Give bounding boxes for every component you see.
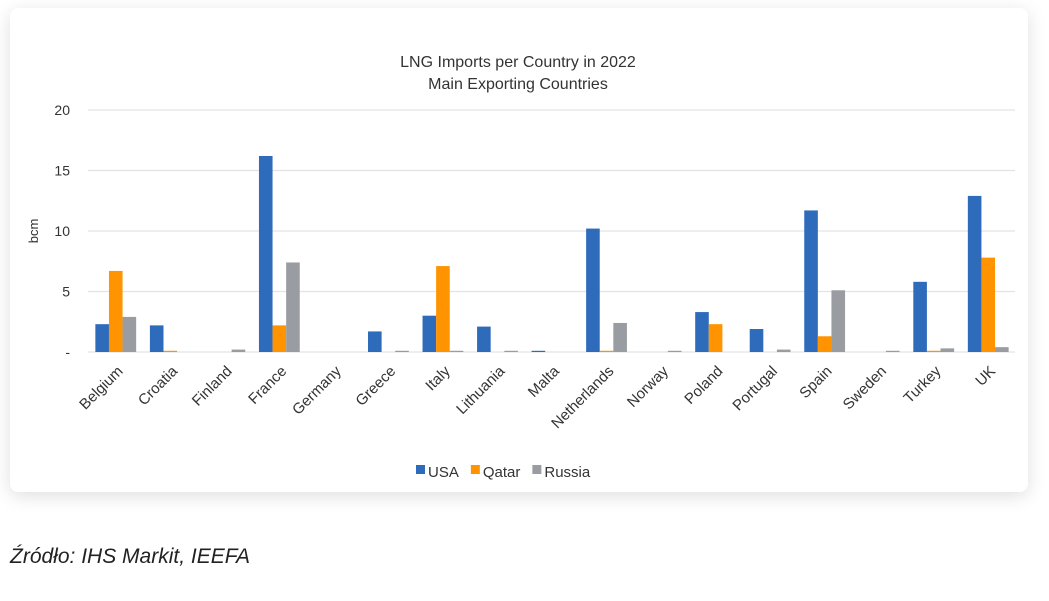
- bar-qatar-turkey: [926, 350, 941, 352]
- bar-qatar-france: [272, 325, 287, 352]
- chart-card: [10, 8, 1028, 492]
- legend-label-usa: USA: [428, 464, 459, 481]
- x-tick-label: Croatia: [135, 362, 182, 409]
- bar-usa-croatia: [149, 325, 164, 352]
- bar-usa-belgium: [95, 324, 109, 352]
- x-tick-label: Belgium: [76, 363, 126, 413]
- bar-usa-poland: [695, 312, 709, 352]
- source-caption: Źródło: IHS Markit, IEEFA: [10, 545, 250, 568]
- bar-russia-finland: [231, 349, 246, 352]
- bar-russia-greece: [395, 350, 409, 352]
- y-tick-label: 5: [62, 284, 70, 300]
- bar-russia-belgium: [122, 316, 137, 352]
- legend-swatch-russia: [532, 465, 542, 474]
- bar-russia-spain: [831, 290, 846, 352]
- chart-title: LNG Imports per Country in 2022: [400, 54, 636, 71]
- x-tick-label: Sweden: [840, 363, 890, 413]
- y-tick-label: 20: [54, 102, 70, 118]
- y-tick-label: 10: [54, 223, 70, 239]
- legend-label-qatar: Qatar: [483, 464, 521, 481]
- bar-qatar-uk: [981, 257, 996, 352]
- bar-qatar-spain: [817, 336, 832, 352]
- x-tick-label: Malta: [525, 362, 563, 400]
- bar-usa-italy: [422, 315, 437, 352]
- x-tick-label: Finland: [189, 363, 236, 410]
- x-tick-label: Poland: [681, 363, 726, 408]
- legend-swatch-qatar: [470, 465, 480, 474]
- bar-usa-netherlands: [586, 228, 600, 352]
- bar-russia-netherlands: [613, 322, 627, 352]
- y-tick-label: -: [65, 344, 70, 360]
- y-axis-label: bcm: [26, 219, 41, 244]
- x-tick-label: Norway: [624, 362, 672, 410]
- bar-qatar-netherlands: [599, 350, 614, 352]
- bar-russia-france: [286, 262, 300, 352]
- bar-qatar-poland: [708, 324, 723, 352]
- x-tick-label: France: [245, 363, 290, 408]
- bar-usa-spain: [804, 210, 818, 352]
- legend-swatch-usa: [416, 465, 425, 474]
- bar-usa-lithuania: [477, 326, 491, 352]
- x-tick-label: Italy: [422, 362, 454, 394]
- bar-russia-uk: [995, 347, 1009, 352]
- x-tick-label: UK: [972, 363, 999, 390]
- bar-qatar-croatia: [163, 350, 178, 352]
- x-tick-label: Turkey: [900, 362, 944, 406]
- bar-russia-italy: [449, 350, 464, 352]
- x-tick-label: Lithuania: [453, 362, 509, 418]
- x-tick-label: Germany: [289, 362, 345, 418]
- bar-usa-malta: [531, 350, 546, 352]
- bar-russia-sweden: [885, 350, 900, 352]
- bar-usa-uk: [967, 195, 982, 352]
- x-tick-label: Portugal: [729, 363, 781, 415]
- bar-qatar-belgium: [108, 270, 123, 352]
- bar-usa-portugal: [749, 329, 764, 352]
- bar-russia-turkey: [940, 348, 955, 352]
- x-tick-label: Spain: [796, 363, 835, 402]
- x-tick-label: Greece: [352, 363, 399, 410]
- legend-label-russia: Russia: [544, 464, 591, 481]
- chart-subtitle: Main Exporting Countries: [428, 76, 608, 93]
- bar-usa-greece: [368, 331, 382, 352]
- bar-russia-portugal: [776, 349, 791, 352]
- bar-russia-lithuania: [504, 350, 518, 352]
- bar-russia-norway: [667, 350, 682, 352]
- bar-qatar-italy: [436, 266, 450, 352]
- bar-usa-turkey: [913, 281, 927, 352]
- bar-usa-france: [258, 155, 273, 352]
- y-tick-label: 15: [54, 163, 70, 179]
